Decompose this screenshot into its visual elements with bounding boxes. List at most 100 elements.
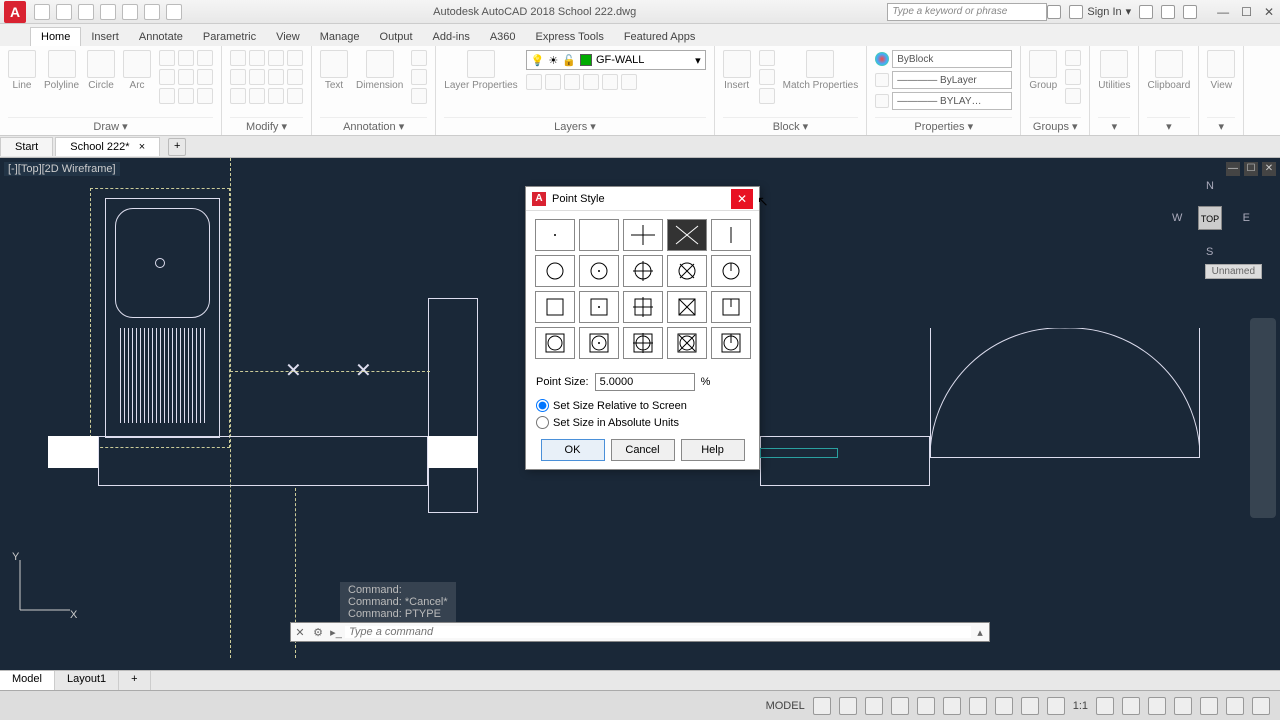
pt-style-15[interactable]: [535, 327, 575, 359]
tool-group[interactable]: Group: [1029, 50, 1057, 91]
pt-style-11[interactable]: [579, 291, 619, 323]
radio-relative[interactable]: Set Size Relative to Screen: [526, 397, 759, 414]
status-scale[interactable]: 1:1: [1073, 700, 1088, 712]
pt-style-8[interactable]: [667, 255, 707, 287]
sb-monitor-icon[interactable]: [1148, 697, 1166, 715]
tool-line[interactable]: Line: [8, 50, 36, 91]
sb-cycling-icon[interactable]: [1021, 697, 1039, 715]
tool-circle[interactable]: Circle: [87, 50, 115, 91]
vp-maximize-icon[interactable]: ☐: [1244, 162, 1258, 176]
qat-open-icon[interactable]: [56, 4, 72, 20]
prop-linetype[interactable]: ———— BYLAY…: [892, 92, 1012, 110]
prop-lineweight[interactable]: ———— ByLayer: [892, 71, 1012, 89]
cmdline-history-icon[interactable]: ▴: [971, 626, 989, 639]
vp-minimize-icon[interactable]: —: [1226, 162, 1240, 176]
sb-snap-icon[interactable]: [839, 697, 857, 715]
viewcube-viewname[interactable]: Unnamed: [1205, 264, 1262, 279]
qat-saveas-icon[interactable]: [100, 4, 116, 20]
sb-hardware-icon[interactable]: [1200, 697, 1218, 715]
vp-close-icon[interactable]: ✕: [1262, 162, 1276, 176]
tab-insert[interactable]: Insert: [81, 28, 129, 46]
tool-arc[interactable]: Arc: [123, 50, 151, 91]
panel-groups-label[interactable]: Groups ▾: [1029, 117, 1081, 135]
qat-redo-icon[interactable]: [166, 4, 182, 20]
tool-utilities[interactable]: Utilities: [1098, 50, 1130, 91]
point-size-input[interactable]: [595, 373, 695, 391]
pt-style-6[interactable]: [579, 255, 619, 287]
pt-style-13[interactable]: [667, 291, 707, 323]
layout1-tab[interactable]: Layout1: [55, 671, 119, 690]
tab-a360[interactable]: A360: [480, 28, 526, 46]
tool-text[interactable]: Text: [320, 50, 348, 91]
cmdline-close-icon[interactable]: ✕: [291, 626, 309, 639]
panel-properties-label[interactable]: Properties ▾: [875, 117, 1012, 135]
viewcube-top[interactable]: TOP: [1198, 206, 1222, 230]
command-line[interactable]: ✕ ⚙ ▸_ ▴: [290, 622, 990, 642]
panel-draw-label[interactable]: Draw ▾: [8, 117, 213, 135]
add-layout-button[interactable]: +: [119, 671, 150, 690]
tab-manage[interactable]: Manage: [310, 28, 370, 46]
qat-print-icon[interactable]: [122, 4, 138, 20]
sb-customize-icon[interactable]: [1252, 697, 1270, 715]
doc-tab-start[interactable]: Start: [0, 137, 53, 156]
window-minimize-icon[interactable]: —: [1217, 5, 1229, 19]
color-wheel-icon[interactable]: [875, 52, 889, 66]
pt-style-14[interactable]: [711, 291, 751, 323]
tab-home[interactable]: Home: [30, 27, 81, 46]
qat-new-icon[interactable]: [34, 4, 50, 20]
pt-style-9[interactable]: [711, 255, 751, 287]
cancel-button[interactable]: Cancel: [611, 439, 675, 461]
pt-style-16[interactable]: [579, 327, 619, 359]
sb-grid-icon[interactable]: [813, 697, 831, 715]
ok-button[interactable]: OK: [541, 439, 605, 461]
dialog-close-button[interactable]: ✕: [731, 189, 753, 209]
tab-view[interactable]: View: [266, 28, 310, 46]
status-model[interactable]: MODEL: [766, 700, 805, 712]
view-cube[interactable]: N S E W TOP: [1170, 178, 1250, 258]
sb-isolate-icon[interactable]: [1174, 697, 1192, 715]
command-input[interactable]: [345, 626, 971, 638]
sb-clean-icon[interactable]: [1226, 697, 1244, 715]
cmdline-tools-icon[interactable]: ⚙: [309, 626, 327, 639]
signin-button[interactable]: Sign In ▾: [1069, 5, 1131, 19]
panel-modify-label[interactable]: Modify ▾: [230, 117, 303, 135]
sb-annoscale-icon[interactable]: [1096, 697, 1114, 715]
pt-style-4[interactable]: [711, 219, 751, 251]
sb-ortho-icon[interactable]: [865, 697, 883, 715]
doc-tab-file[interactable]: School 222* ×: [55, 137, 160, 156]
infocenter-icon[interactable]: [1047, 5, 1061, 19]
pt-style-0[interactable]: [535, 219, 575, 251]
sb-lweight-icon[interactable]: [969, 697, 987, 715]
panel-block-label[interactable]: Block ▾: [723, 117, 859, 135]
help-search-input[interactable]: Type a keyword or phrase: [887, 3, 1047, 21]
tool-insert-block[interactable]: Insert: [723, 50, 751, 91]
sb-otrack-icon[interactable]: [943, 697, 961, 715]
window-close-icon[interactable]: ✕: [1264, 5, 1274, 19]
tab-express[interactable]: Express Tools: [526, 28, 614, 46]
pt-style-3[interactable]: [667, 219, 707, 251]
radio-absolute[interactable]: Set Size in Absolute Units: [526, 414, 759, 431]
sb-dyn-icon[interactable]: [1047, 697, 1065, 715]
tool-polyline[interactable]: Polyline: [44, 50, 79, 91]
help-icon[interactable]: [1183, 5, 1197, 19]
pt-style-2[interactable]: [623, 219, 663, 251]
tool-view[interactable]: View: [1207, 50, 1235, 91]
panel-annotation-label[interactable]: Annotation ▾: [320, 117, 427, 135]
pt-style-10[interactable]: [535, 291, 575, 323]
help-button[interactable]: Help: [681, 439, 745, 461]
tab-annotate[interactable]: Annotate: [129, 28, 193, 46]
sb-osnap-icon[interactable]: [917, 697, 935, 715]
tab-output[interactable]: Output: [370, 28, 423, 46]
app-logo[interactable]: A: [4, 1, 26, 23]
window-maximize-icon[interactable]: ☐: [1241, 5, 1252, 19]
add-tab-button[interactable]: +: [168, 138, 186, 156]
tool-clipboard[interactable]: Clipboard: [1147, 50, 1190, 91]
pt-style-12[interactable]: [623, 291, 663, 323]
pt-style-7[interactable]: [623, 255, 663, 287]
viewport-label[interactable]: [-][Top][2D Wireframe]: [4, 162, 120, 176]
prop-color[interactable]: ByBlock: [892, 50, 1012, 68]
qat-undo-icon[interactable]: [144, 4, 160, 20]
close-tab-icon[interactable]: ×: [139, 141, 145, 153]
tool-layer-properties[interactable]: Layer Properties: [444, 50, 517, 91]
qat-save-icon[interactable]: [78, 4, 94, 20]
